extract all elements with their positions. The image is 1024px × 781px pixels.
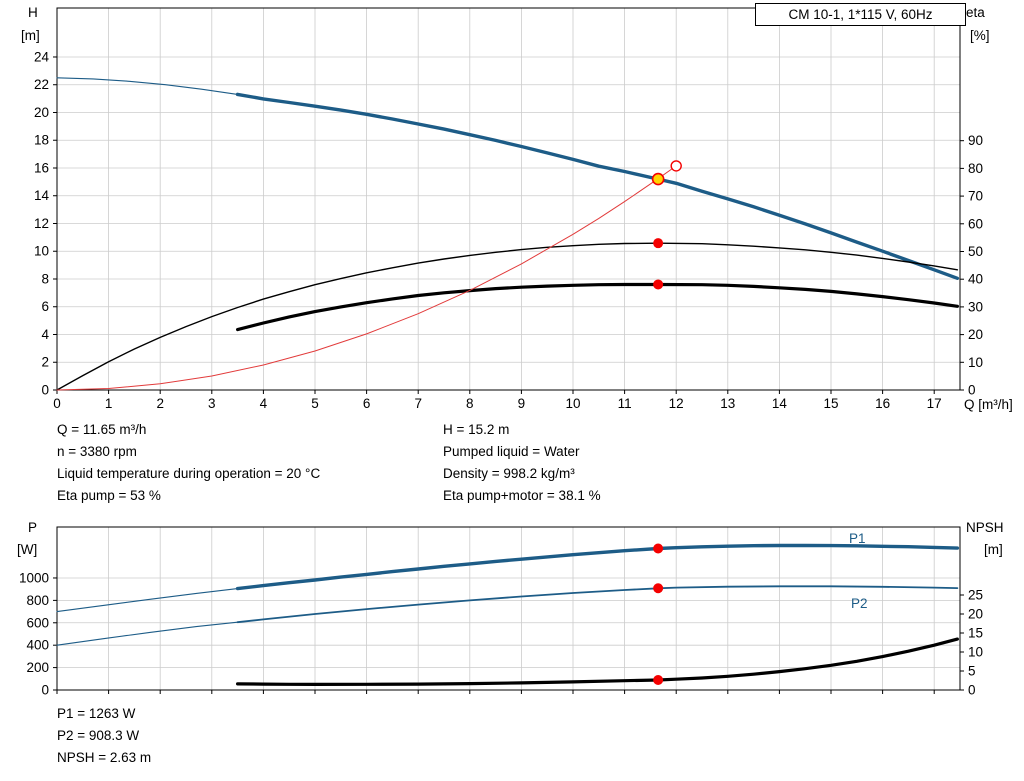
y-right-tick-label: 20 [968, 607, 983, 622]
p-axis-title: P [28, 520, 38, 535]
y-left-tick-label: 600 [26, 615, 49, 630]
head-curve [235, 92, 960, 280]
q-axis-title: Q [m³/h] [964, 397, 1013, 412]
y-left-tick-label: 0 [41, 683, 49, 698]
pump-title: CM 10-1, 1*115 V, 60Hz [788, 7, 933, 22]
result-npsh: NPSH = 2.63 m [57, 750, 152, 765]
y-left-tick-label: 6 [41, 299, 49, 314]
y-left-tick-label: 22 [34, 77, 49, 92]
qh-eta-chart-border [56, 7, 961, 391]
x-tick-label: 17 [927, 396, 942, 411]
p1-curve-lead-in [56, 588, 239, 613]
y-right-tick-label: 0 [968, 383, 976, 398]
eta-pump-point [653, 238, 664, 249]
h-axis-title: H [28, 5, 38, 20]
p1-curve [235, 543, 960, 591]
result-p2: P2 = 908.3 W [57, 728, 140, 743]
y-left-tick-label: 2 [41, 355, 49, 370]
eta-pump-curve [56, 242, 959, 391]
x-tick-label: 10 [565, 396, 580, 411]
x-tick-label: 3 [208, 396, 216, 411]
x-tick-label: 13 [720, 396, 735, 411]
y-right-tick-label: 15 [968, 626, 983, 641]
y-right-tick-label: 5 [968, 664, 976, 679]
x-tick-label: 0 [53, 396, 61, 411]
y-left-tick-label: 1000 [19, 570, 49, 585]
p2-point [653, 583, 664, 594]
result-p1: P1 = 1263 W [57, 706, 136, 721]
y-right-tick-label: 40 [968, 272, 983, 287]
x-tick-label: 6 [363, 396, 371, 411]
y-right-tick-label: 30 [968, 299, 983, 314]
y-right-tick-label: 60 [968, 216, 983, 231]
eta-axis-title: eta [966, 5, 985, 20]
npsh-axis-unit: [m] [984, 542, 1003, 557]
eta-axis-unit: [%] [970, 28, 990, 43]
info-pumped-liquid: Pumped liquid = Water [443, 444, 580, 459]
y-left-tick-label: 18 [34, 133, 49, 148]
p2-curve-label: P2 [851, 596, 868, 611]
p1-curve-label: P1 [849, 531, 866, 546]
y-right-tick-label: 25 [968, 588, 983, 603]
y-right-tick-label: 80 [968, 161, 983, 176]
y-left-tick-label: 800 [26, 593, 49, 608]
pump-title-box: CM 10-1, 1*115 V, 60Hz [755, 3, 966, 26]
x-tick-label: 16 [875, 396, 890, 411]
info-density: Density = 998.2 kg/m³ [443, 466, 575, 481]
npsh-point [653, 675, 664, 686]
y-left-tick-label: 0 [41, 383, 49, 398]
info-head: H = 15.2 m [443, 422, 510, 437]
h-axis-unit: [m] [21, 28, 40, 43]
p-axis-unit: [W] [17, 542, 38, 557]
x-tick-label: 5 [311, 396, 319, 411]
x-tick-label: 8 [466, 396, 474, 411]
y-right-tick-label: 0 [968, 683, 976, 698]
x-tick-label: 7 [414, 396, 422, 411]
specified-duty-marker [670, 160, 682, 172]
p2-curve [236, 585, 959, 624]
x-tick-label: 11 [618, 396, 632, 411]
eta-pump-motor-point [653, 279, 664, 290]
y-right-tick-label: 10 [968, 355, 983, 370]
y-left-tick-label: 24 [34, 49, 50, 64]
head-curve-lead-in [56, 77, 239, 95]
npsh-axis-title: NPSH [966, 520, 1004, 535]
info-eta-pump: Eta pump = 53 % [57, 488, 161, 503]
y-right-tick-label: 90 [968, 133, 983, 148]
y-right-tick-label: 20 [968, 327, 983, 342]
x-tick-label: 9 [518, 396, 526, 411]
info-speed: n = 3380 rpm [57, 444, 137, 459]
y-left-tick-label: 20 [34, 105, 49, 120]
npsh-curve [236, 637, 960, 687]
x-tick-label: 15 [823, 396, 838, 411]
y-right-tick-label: 50 [968, 244, 983, 259]
duty-point-marker [651, 172, 665, 186]
x-tick-label: 2 [156, 396, 164, 411]
eta-pump-motor-curve [236, 282, 960, 332]
system-curve [56, 165, 677, 391]
p1-point [653, 543, 664, 554]
p2-curve-lead-in [56, 621, 239, 646]
info-liquid-temp: Liquid temperature during operation = 20… [57, 466, 321, 481]
x-tick-label: 12 [669, 396, 684, 411]
y-right-tick-label: 10 [968, 645, 983, 660]
y-left-tick-label: 4 [41, 327, 49, 342]
y-left-tick-label: 10 [34, 244, 49, 259]
info-flow: Q = 11.65 m³/h [57, 422, 147, 437]
y-left-tick-label: 12 [34, 216, 49, 231]
info-eta-pump-motor: Eta pump+motor = 38.1 % [443, 488, 601, 503]
power-npsh-chart-border [56, 526, 961, 691]
y-left-tick-label: 400 [26, 638, 49, 653]
x-tick-label: 4 [260, 396, 268, 411]
x-tick-label: 1 [105, 396, 113, 411]
y-right-tick-label: 70 [968, 189, 983, 204]
y-left-tick-label: 200 [26, 660, 49, 675]
x-tick-label: 14 [772, 396, 788, 411]
y-left-tick-label: 8 [41, 271, 49, 286]
y-left-tick-label: 16 [34, 160, 49, 175]
y-left-tick-label: 14 [34, 188, 50, 203]
